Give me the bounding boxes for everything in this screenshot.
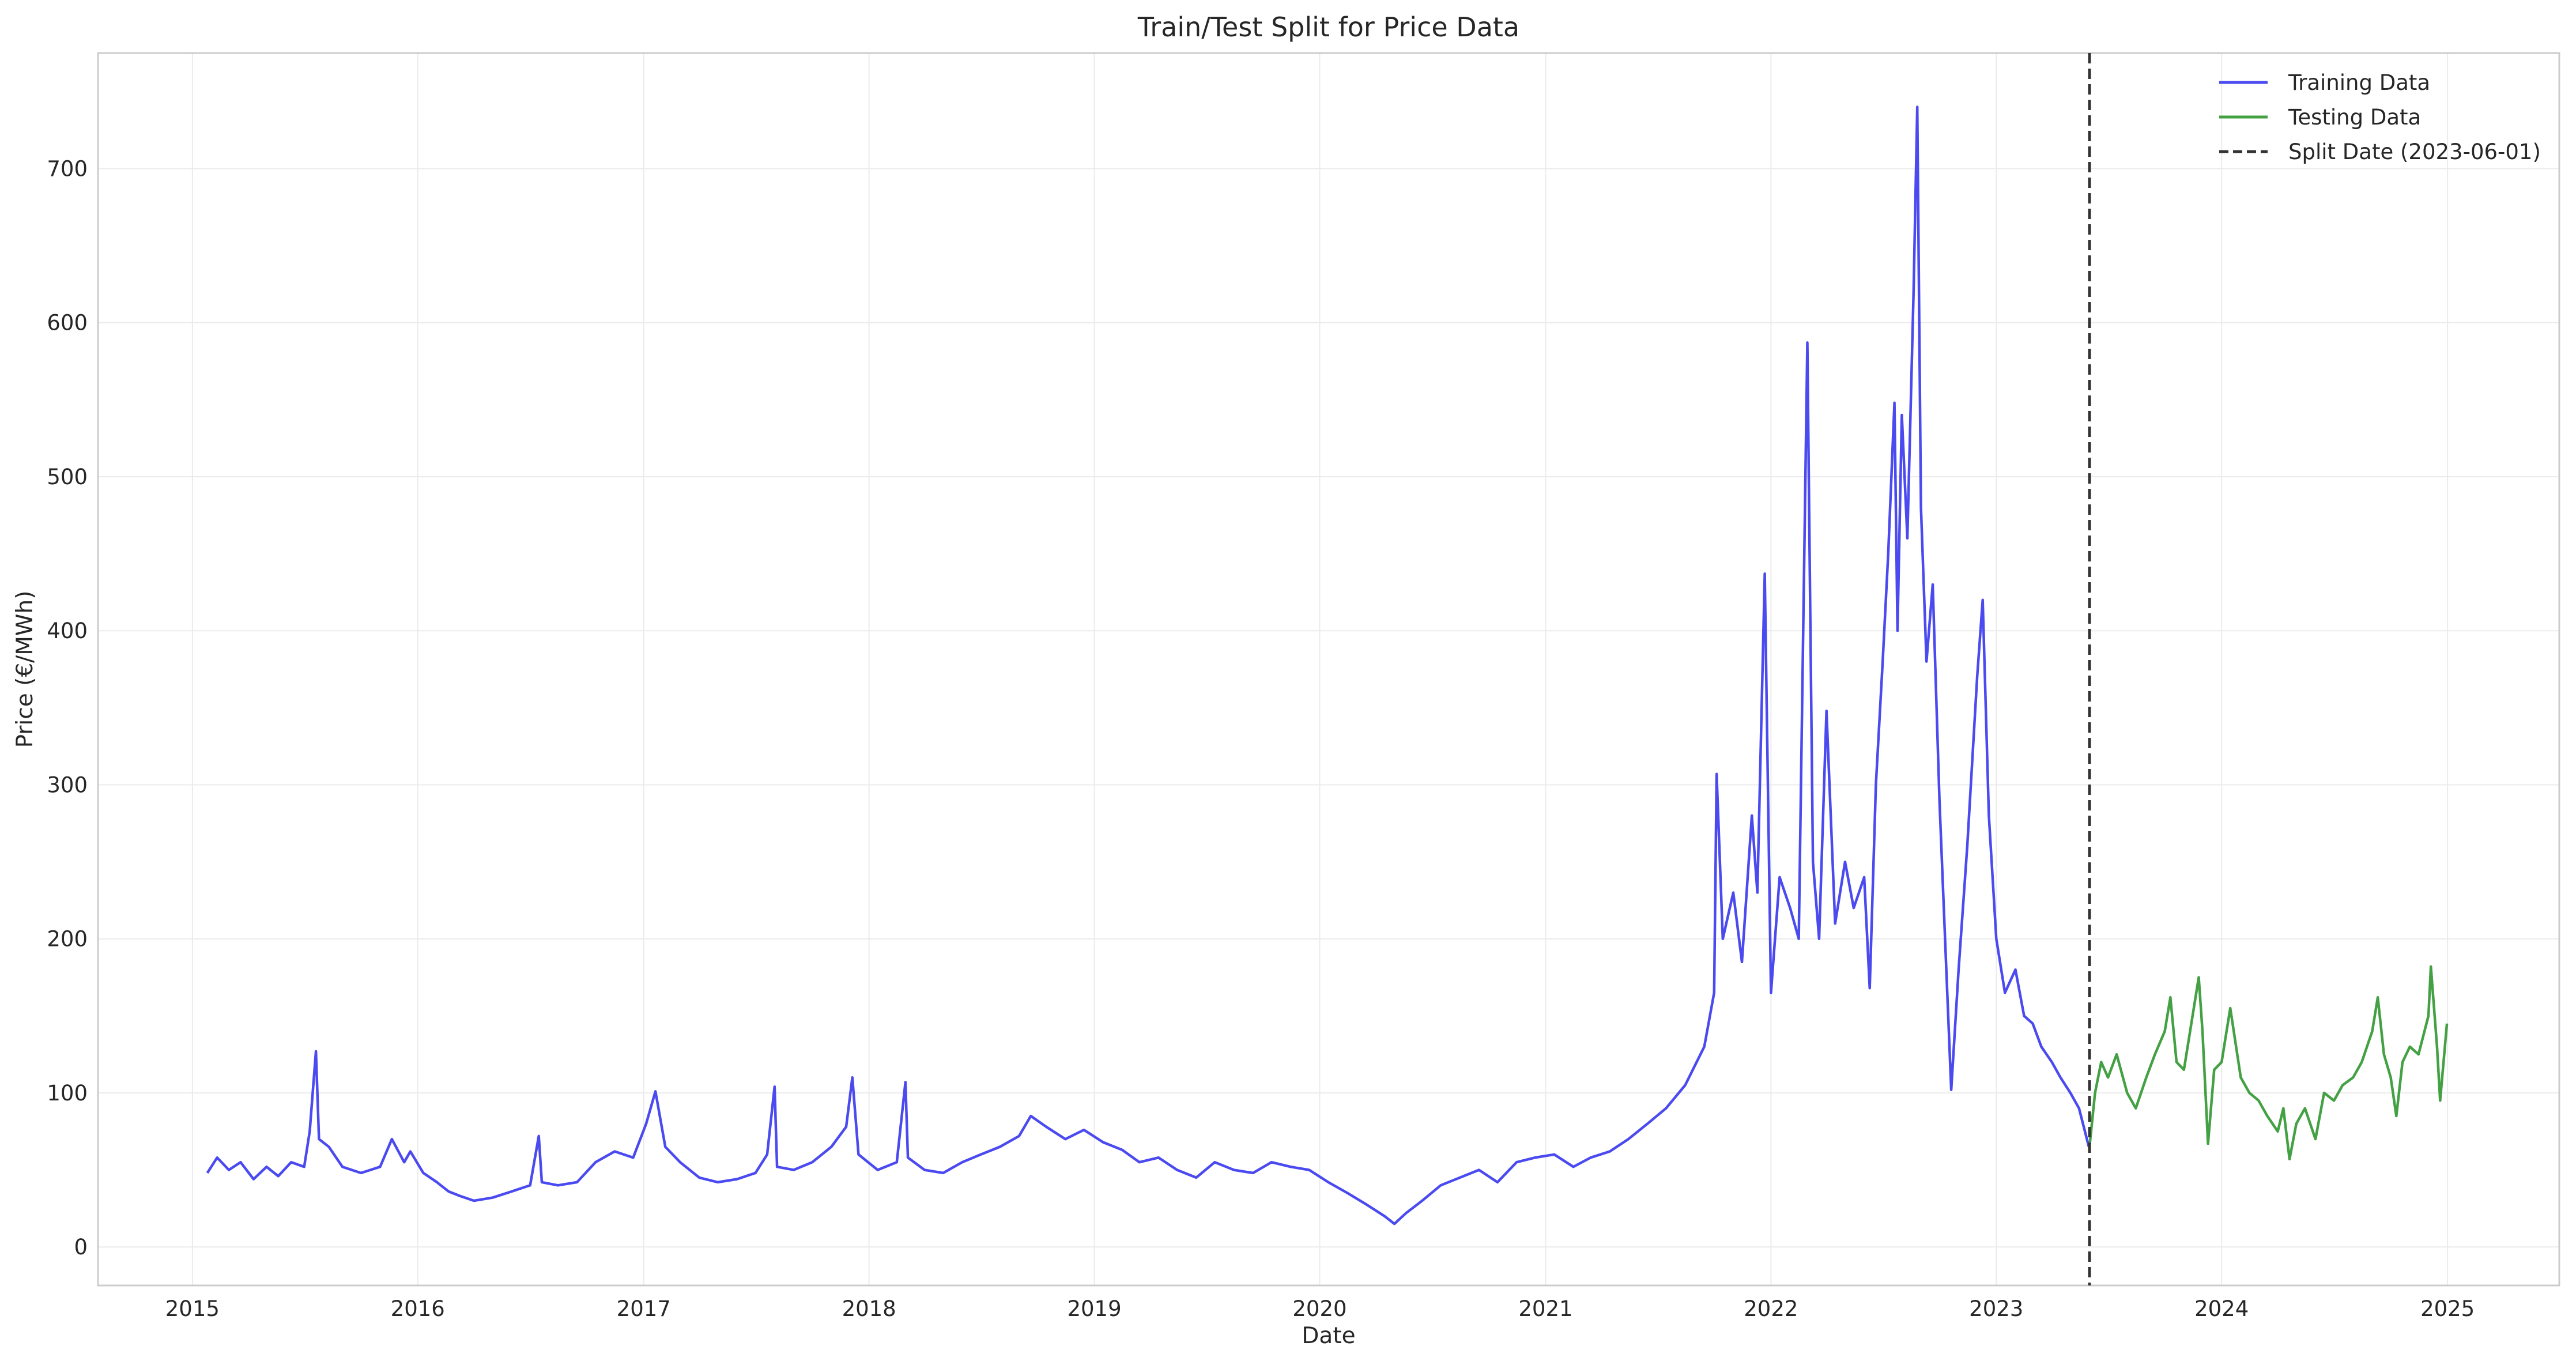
y-tick-label: 600 <box>47 311 88 335</box>
y-tick-label: 200 <box>47 927 88 952</box>
legend-label: Split Date (2023-06-01) <box>2288 139 2541 164</box>
x-tick-label: 2016 <box>391 1296 445 1321</box>
y-axis-title: Price (€/MWh) <box>12 591 38 748</box>
testing-data-line <box>2088 965 2449 1161</box>
y-tick-label: 0 <box>74 1235 88 1260</box>
series-layer <box>206 53 2449 1285</box>
x-tick-label: 2022 <box>1744 1296 1798 1321</box>
y-tick-label: 300 <box>47 772 88 797</box>
x-tick-label: 2015 <box>165 1296 220 1321</box>
x-tick-label: 2021 <box>1518 1296 1572 1321</box>
x-tick-label: 2020 <box>1292 1296 1347 1321</box>
plot-frame <box>97 52 2560 1287</box>
x-tick-label: 2017 <box>617 1296 671 1321</box>
x-tick-label: 2025 <box>2420 1296 2475 1321</box>
legend: Training Data Testing Data Split Date (202… <box>2219 70 2541 164</box>
x-axis-title: Date <box>1302 1323 1355 1349</box>
grid <box>98 53 2559 1285</box>
legend-label: Testing Data <box>2288 105 2421 130</box>
training-data-line <box>206 105 2091 1226</box>
x-tick-label: 2024 <box>2194 1296 2249 1321</box>
x-tick-label: 2023 <box>1969 1296 2023 1321</box>
y-tick-label: 100 <box>47 1081 88 1106</box>
tick-labels: 0 100 200 300 400 500 600 700 2015 2016 2017 2018 20… <box>47 156 2475 1321</box>
y-tick-label: 500 <box>47 465 88 489</box>
x-tick-label: 2019 <box>1067 1296 1121 1321</box>
y-tick-label: 700 <box>47 156 88 181</box>
chart-title: Train/Test Split for Price Data <box>1137 12 1519 43</box>
x-tick-label: 2018 <box>842 1296 896 1321</box>
legend-label: Training Data <box>2288 70 2430 95</box>
y-tick-label: 400 <box>47 619 88 643</box>
